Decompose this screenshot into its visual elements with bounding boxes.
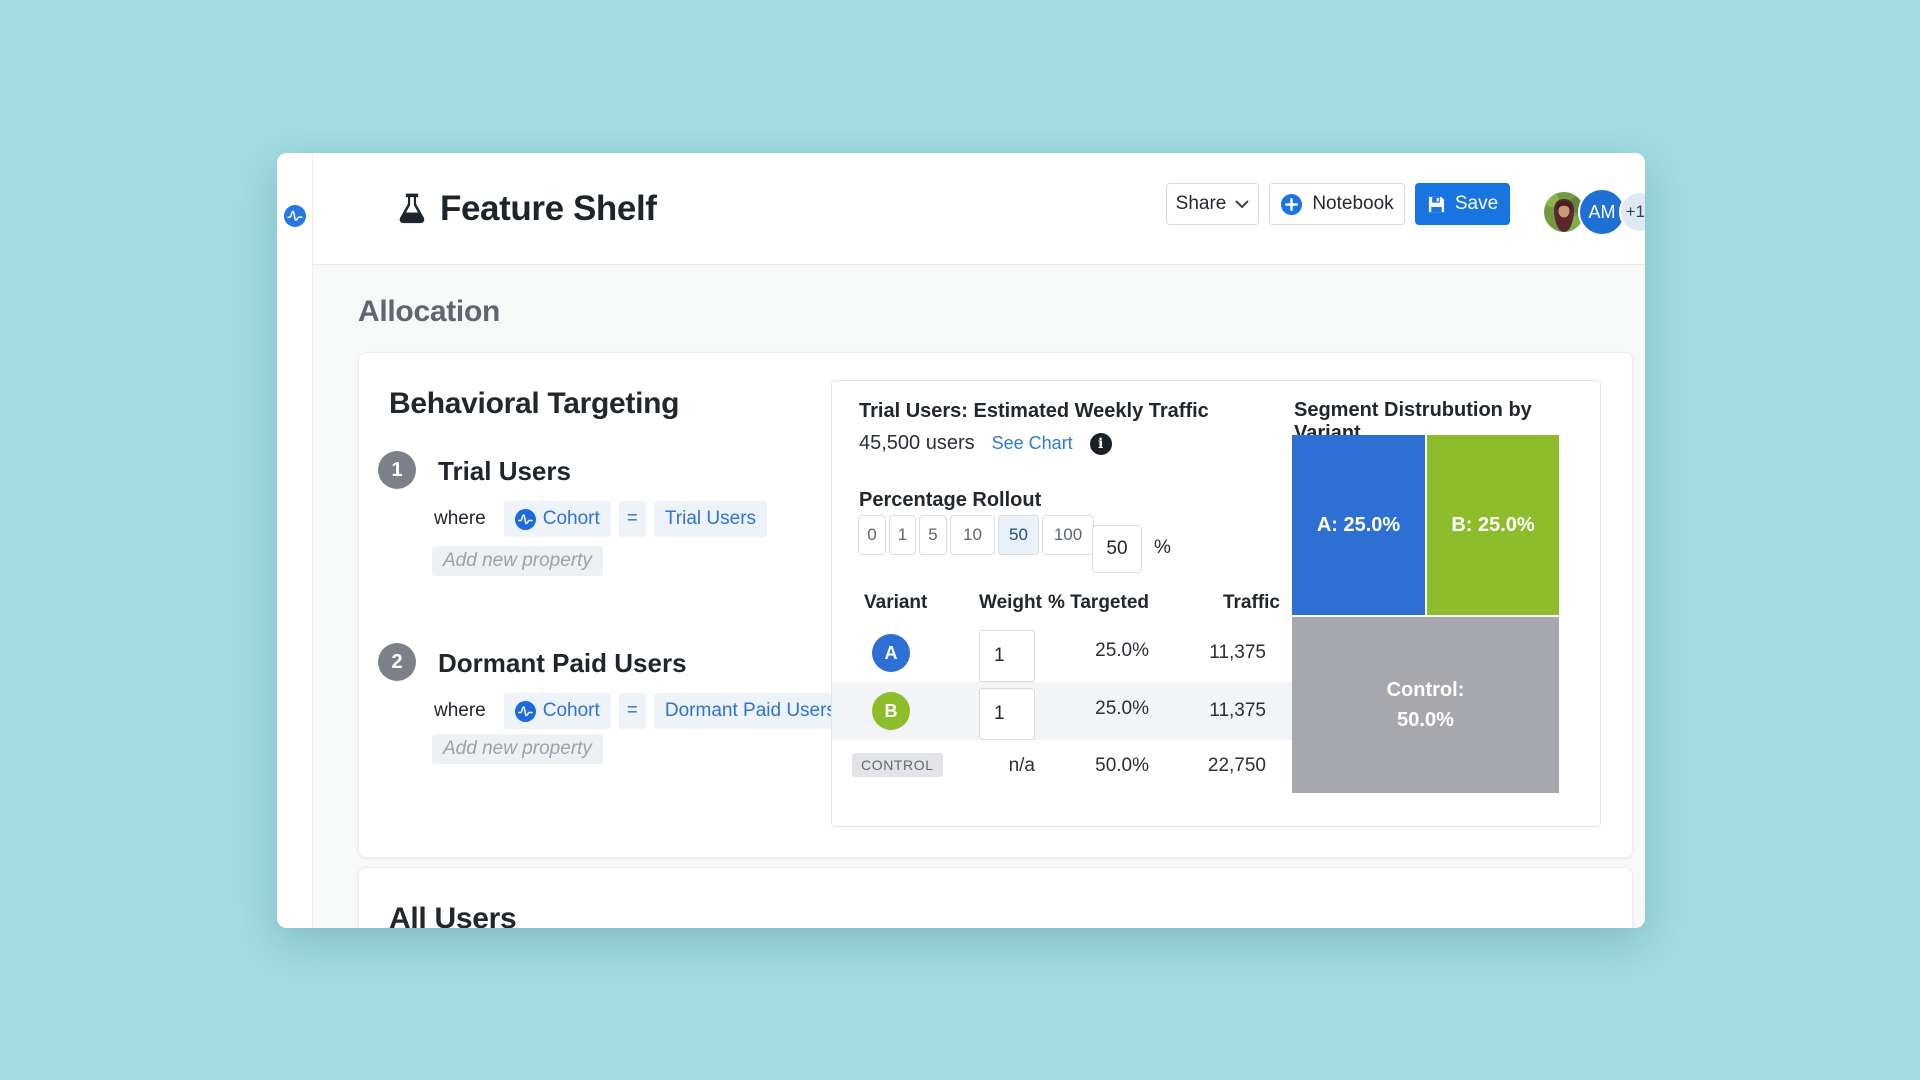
amplitude-logo-icon[interactable] (284, 205, 306, 227)
app-header: Feature Shelf Share Notebook (313, 153, 1645, 265)
chevron-down-icon (1235, 200, 1249, 209)
step-number-badge: 2 (378, 643, 416, 681)
rollout-option-100[interactable]: 100 (1042, 515, 1094, 555)
col-header-traffic: Traffic (1222, 592, 1280, 613)
operator-pill[interactable]: = (618, 501, 646, 537)
info-icon[interactable]: i (1089, 432, 1112, 455)
section-title-allocation: Allocation (358, 295, 501, 328)
allocation-table: Variant Weight % Targeted Traffic A 25.0… (832, 586, 1292, 790)
weight-input-b[interactable] (979, 688, 1035, 740)
chart-block-control: Control: 50.0% (1292, 617, 1559, 793)
percent-sign: % (1154, 537, 1171, 558)
step-title: Trial Users (438, 456, 571, 486)
where-label: where (434, 508, 486, 529)
add-new-property-button[interactable]: Add new property (432, 734, 603, 764)
behavioral-targeting-card: Behavioral Targeting 1 Trial Users where… (358, 352, 1633, 858)
col-header-targeted: % Targeted (1047, 592, 1149, 613)
table-row-variant-b: B 25.0% 11,375 (832, 682, 1292, 740)
step-number-badge: 1 (378, 451, 416, 489)
table-row-control: CONTROL n/a 50.0% 22,750 (832, 740, 1292, 790)
rollout-option-1[interactable]: 1 (889, 515, 916, 555)
segment-distribution-chart: A: 25.0% B: 25.0% Control: 50.0% (1292, 435, 1559, 793)
targeted-value: 25.0% (1095, 640, 1149, 661)
rollout-segmented-control: 0 1 5 10 50 100 (858, 515, 1094, 555)
floppy-disk-icon (1427, 195, 1446, 214)
rollout-option-10[interactable]: 10 (950, 515, 995, 555)
content-area: Allocation Behavioral Targeting 1 Trial … (313, 265, 1645, 928)
page-title: Feature Shelf (440, 189, 657, 228)
chart-block-variant-a: A: 25.0% (1292, 435, 1425, 615)
rollout-option-0[interactable]: 0 (858, 515, 886, 555)
allocation-panel: Trial Users: Estimated Weekly Traffic 45… (831, 380, 1601, 827)
value-pill[interactable]: Dormant Paid Users (653, 693, 847, 729)
rollout-percent-input[interactable] (1092, 525, 1142, 573)
col-header-weight: Weight (979, 592, 1042, 613)
control-label-line1: Control: (1386, 679, 1465, 701)
weight-value: n/a (1008, 755, 1035, 776)
left-sidebar (277, 153, 313, 928)
see-chart-link[interactable]: See Chart (991, 433, 1073, 453)
traffic-title: Trial Users: Estimated Weekly Traffic (859, 400, 1209, 422)
operator-pill[interactable]: = (618, 693, 646, 729)
variant-b-badge: B (872, 692, 910, 730)
notebook-button[interactable]: Notebook (1269, 183, 1405, 225)
property-pill-cohort[interactable]: Cohort (503, 693, 611, 729)
property-pill-cohort[interactable]: Cohort (503, 501, 611, 537)
variant-a-badge: A (872, 634, 910, 672)
control-label-line2: 50.0% (1397, 709, 1454, 731)
value-pill[interactable]: Trial Users (653, 501, 768, 537)
targeted-value: 25.0% (1095, 698, 1149, 719)
table-row-variant-a: A 25.0% 11,375 (832, 624, 1292, 682)
rollout-option-5[interactable]: 5 (919, 515, 947, 555)
amplitude-logo-icon (514, 508, 536, 530)
app-window: Feature Shelf Share Notebook (277, 153, 1645, 928)
all-users-title: All Users (389, 902, 517, 928)
collaborators-overflow-badge[interactable]: +12 (1619, 191, 1645, 233)
traffic-value: 11,375 (1209, 700, 1266, 721)
traffic-value: 22,750 (1207, 755, 1266, 776)
save-button[interactable]: Save (1415, 183, 1510, 225)
where-label: where (434, 700, 486, 721)
col-header-variant: Variant (864, 592, 928, 613)
step-title: Dormant Paid Users (438, 648, 687, 678)
avatar-initials-badge[interactable]: AM (1578, 188, 1626, 236)
card-title: Behavioral Targeting (389, 387, 680, 420)
rollout-option-50[interactable]: 50 (998, 515, 1039, 555)
flask-icon (396, 191, 428, 227)
control-badge: CONTROL (852, 753, 943, 777)
weight-input-a[interactable] (979, 630, 1035, 682)
amplitude-logo-icon (514, 700, 536, 722)
targeted-value: 50.0% (1095, 755, 1149, 776)
add-new-property-button[interactable]: Add new property (432, 546, 603, 576)
rollout-title: Percentage Rollout (859, 489, 1042, 511)
traffic-value: 45,500 users (859, 432, 975, 454)
share-button[interactable]: Share (1166, 183, 1259, 225)
plus-circle-icon (1280, 193, 1303, 216)
all-users-card: All Users (358, 867, 1633, 928)
traffic-value: 11,375 (1209, 642, 1266, 663)
chart-block-variant-b: B: 25.0% (1427, 435, 1559, 615)
